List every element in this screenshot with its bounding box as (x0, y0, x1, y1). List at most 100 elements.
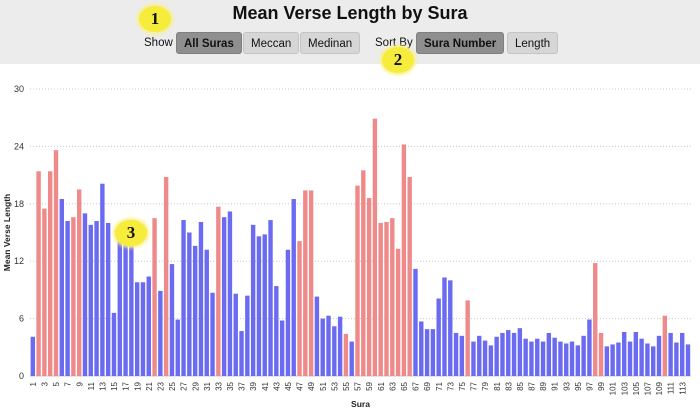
x-tick-label: 53 (330, 381, 339, 390)
sort-by-label: Sort By (375, 37, 413, 49)
bar-sura-97 (587, 319, 592, 376)
bar-sura-36 (233, 293, 238, 376)
bar-sura-5 (53, 150, 59, 376)
x-tick-label: 65 (400, 381, 409, 390)
x-tick-label: 95 (574, 381, 583, 390)
bar-sura-38 (245, 295, 250, 376)
sort-sura-number-button[interactable]: Sura Number (416, 32, 505, 54)
x-tick-label: 79 (481, 381, 490, 390)
bar-sura-8 (71, 217, 76, 376)
show-label: Show (144, 37, 173, 49)
x-tick-label: 63 (388, 381, 397, 390)
bar-sura-94 (569, 341, 575, 376)
x-tick-label: 105 (632, 381, 641, 395)
bar-sura-54 (337, 316, 343, 376)
bar-sura-60 (372, 118, 378, 376)
x-tick-label: 77 (470, 381, 479, 390)
x-tick-label: 69 (423, 381, 432, 390)
show-all-suras-button[interactable]: All Suras (176, 32, 242, 54)
bar-sura-11 (88, 224, 93, 376)
x-tick-label: 83 (504, 381, 513, 390)
bar-sura-62 (384, 221, 389, 376)
x-tick-label: 47 (296, 381, 305, 390)
show-medinan-button[interactable]: Medinan (300, 32, 361, 54)
bar-sura-29 (192, 245, 198, 376)
bar-sura-81 (494, 336, 499, 376)
x-tick-label: 11 (87, 381, 96, 390)
bar-sura-107 (645, 343, 650, 376)
x-tick-label: 61 (377, 381, 386, 390)
bar-sura-70 (430, 329, 436, 376)
y-tick-label: 30 (14, 84, 24, 94)
bar-sura-100 (604, 346, 610, 376)
bar-sura-47 (297, 241, 302, 376)
bar-sura-13 (100, 183, 105, 376)
x-tick-label: 59 (365, 381, 374, 390)
bar-sura-1 (30, 336, 35, 376)
bar-sura-78 (477, 335, 482, 376)
y-axis-label: Mean Verse Length (2, 194, 12, 271)
x-tick-label: 49 (307, 381, 316, 390)
bar-sura-49 (308, 190, 314, 376)
x-tick-label: 57 (354, 381, 363, 390)
y-tick-label: 0 (19, 371, 24, 381)
x-tick-label: 21 (145, 381, 154, 390)
controls-bar: Show All Suras Meccan Medinan Sort By Su… (0, 32, 700, 56)
x-tick-label: 73 (446, 381, 455, 390)
bar-sura-102 (616, 342, 621, 376)
x-tick-label: 109 (655, 381, 664, 395)
x-tick-label: 81 (493, 381, 502, 390)
bar-sura-114 (685, 344, 691, 376)
bar-sura-83 (506, 330, 511, 376)
bar-sura-9 (76, 189, 82, 376)
bar-sura-3 (42, 208, 47, 376)
bar-sura-98 (593, 263, 598, 376)
bar-sura-113 (680, 332, 685, 376)
sort-length-button[interactable]: Length (507, 32, 559, 54)
bar-sura-66 (407, 177, 412, 376)
bar-sura-34 (221, 217, 227, 376)
bar-sura-84 (511, 332, 517, 376)
bar-sura-22 (152, 218, 157, 376)
x-tick-label: 55 (342, 381, 351, 390)
x-tick-label: 71 (435, 381, 444, 390)
bar-sura-2 (36, 171, 41, 376)
bar-sura-21 (146, 276, 151, 376)
x-tick-label: 41 (261, 381, 270, 390)
x-tick-label: 107 (644, 381, 653, 395)
x-tick-label: 5 (52, 381, 61, 386)
bar-sura-16 (117, 228, 122, 376)
bar-sura-35 (227, 211, 233, 376)
bar-sura-58 (361, 170, 366, 376)
badge-3: 3 (115, 220, 147, 246)
bar-sura-40 (256, 236, 262, 376)
x-tick-label: 13 (98, 381, 107, 390)
bar-sura-50 (314, 296, 320, 376)
x-tick-label: 103 (620, 381, 629, 395)
bar-sura-104 (627, 341, 633, 376)
bar-sura-105 (633, 331, 639, 376)
bar-sura-17 (123, 237, 128, 376)
bar-sura-51 (320, 318, 325, 376)
header-bar: Mean Verse Length by Sura Show All Suras… (0, 0, 700, 64)
x-tick-label: 43 (272, 381, 281, 390)
y-tick-label: 12 (14, 256, 24, 266)
bar-sura-103 (622, 331, 627, 376)
bar-sura-43 (274, 286, 279, 376)
x-tick-label: 67 (412, 381, 421, 390)
x-tick-label: 111 (667, 381, 676, 394)
show-meccan-button[interactable]: Meccan (243, 32, 300, 54)
bar-sura-112 (674, 342, 679, 376)
bar-sura-76 (465, 300, 470, 376)
bar-sura-75 (459, 335, 465, 376)
y-tick-label: 24 (14, 141, 24, 151)
bar-sura-111 (668, 332, 673, 376)
bar-sura-80 (488, 345, 494, 376)
x-tick-label: 87 (528, 381, 537, 390)
x-tick-label: 85 (516, 381, 525, 390)
bar-sura-95 (575, 345, 581, 376)
bar-sura-77 (471, 341, 476, 376)
bar-sura-101 (610, 344, 615, 376)
x-tick-label: 35 (226, 381, 235, 390)
